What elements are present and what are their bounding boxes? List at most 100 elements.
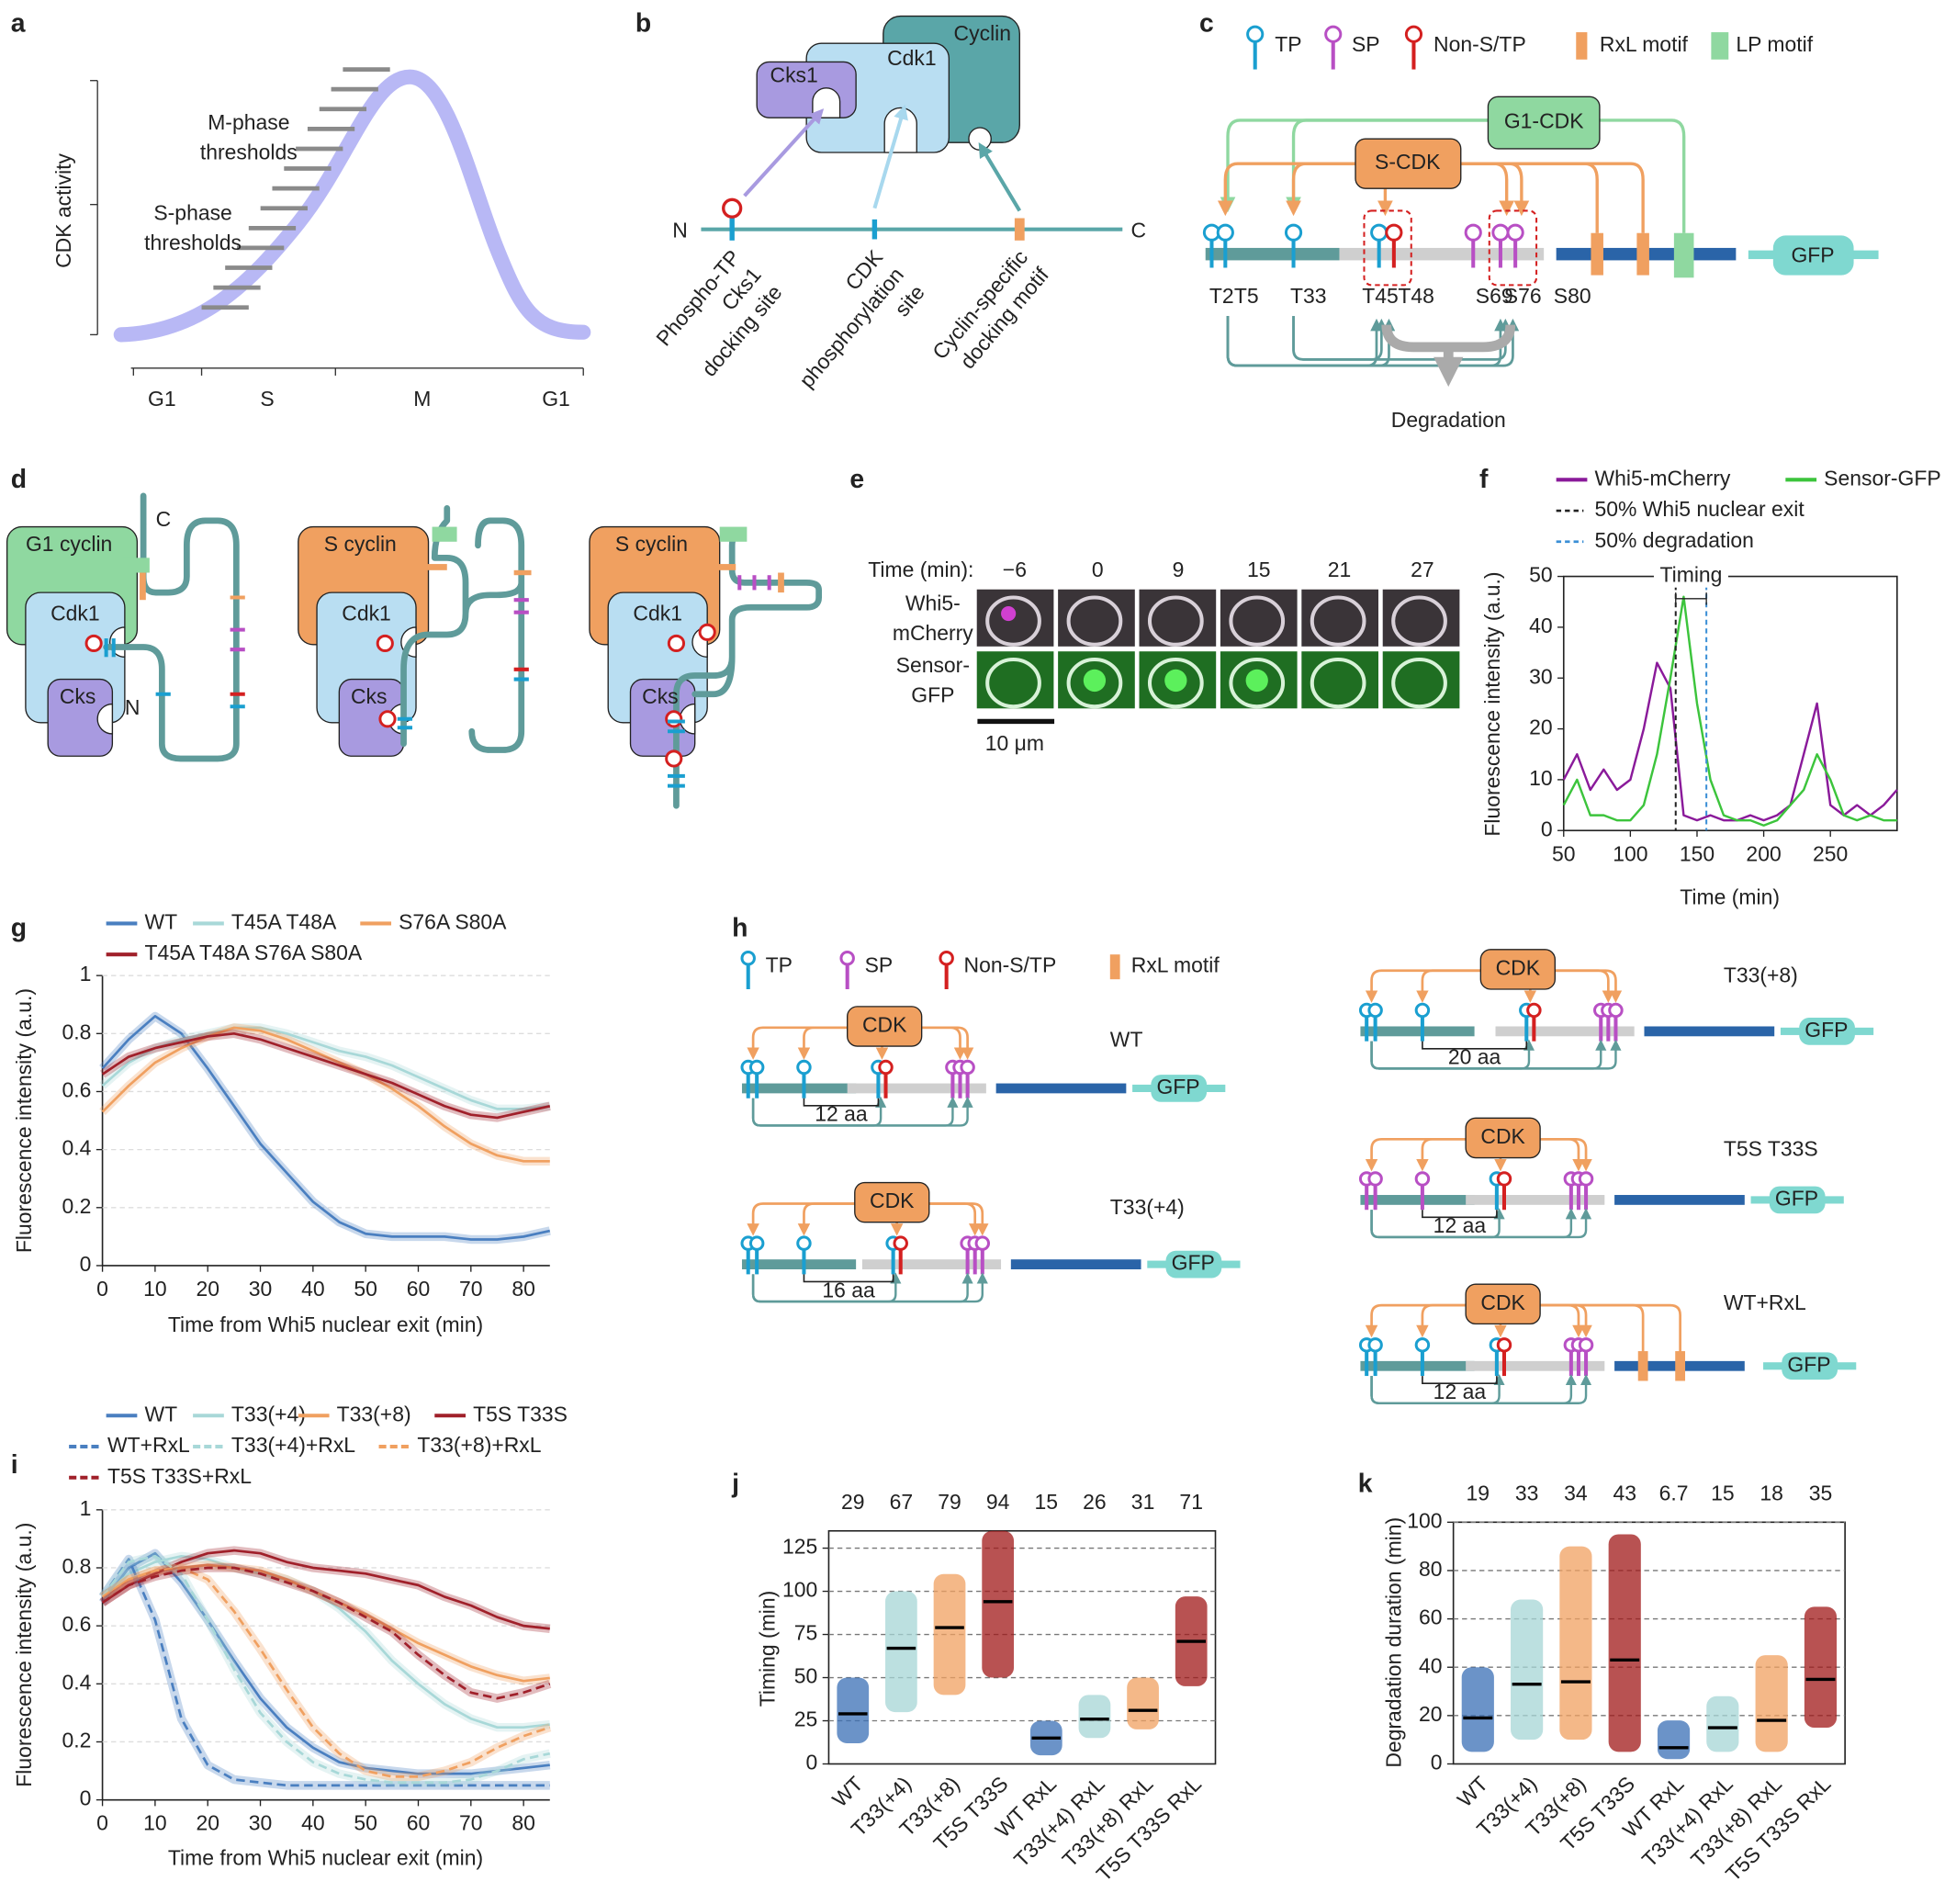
phospho	[667, 634, 686, 653]
cell	[985, 595, 1041, 647]
connector	[1381, 324, 1516, 353]
row-label: Sensor-	[896, 653, 970, 677]
legend-label: SP	[1352, 32, 1380, 56]
cdk-label: Cdk1	[342, 601, 391, 625]
x-tick-label: 150	[1680, 841, 1715, 865]
y-tick-label: 0.6	[62, 1078, 92, 1102]
annotation-bg	[1653, 565, 1728, 588]
reporter: GFP	[1804, 1018, 1848, 1042]
connector	[1226, 316, 1520, 367]
site-pin	[740, 951, 756, 966]
x-tick-label: 70	[459, 1811, 483, 1835]
site-pin	[839, 951, 855, 966]
notch	[96, 703, 114, 735]
connector	[751, 1272, 988, 1303]
site-pin	[1216, 223, 1234, 242]
value-spread	[1608, 1534, 1641, 1752]
shape	[1591, 232, 1603, 276]
terminus: C	[156, 507, 172, 531]
time-value: 15	[1247, 558, 1271, 581]
legend-label: RxL motif	[1600, 32, 1689, 56]
data-label: 43	[1613, 1482, 1636, 1505]
connector	[1286, 162, 1356, 217]
shape	[1711, 32, 1729, 60]
shape	[861, 1259, 1002, 1269]
legend-label: Non-S/TP	[1433, 32, 1526, 56]
value-spread	[1511, 1599, 1544, 1741]
connector	[1292, 316, 1512, 361]
connector	[803, 1098, 880, 1107]
site-label: T33	[1290, 284, 1327, 308]
shape	[1355, 138, 1462, 189]
y-tick-label: 1	[80, 1496, 92, 1520]
data-label: 15	[1711, 1482, 1735, 1505]
site-label: S76	[1504, 284, 1542, 308]
y-axis-title: Timing (min)	[756, 1591, 780, 1707]
shape	[1109, 954, 1120, 980]
panel-label: j	[731, 1469, 739, 1498]
cell	[1147, 657, 1204, 709]
y-tick-label: 100	[1407, 1508, 1442, 1532]
site-pin	[1496, 1337, 1512, 1353]
annotation: Timing	[1659, 563, 1722, 587]
connector	[103, 492, 240, 762]
data-label: 18	[1759, 1482, 1783, 1505]
x-tick-label: 80	[512, 1811, 535, 1835]
shape	[1465, 1283, 1541, 1325]
notch	[968, 127, 992, 151]
cell	[1310, 595, 1366, 647]
panel-label: f	[1479, 465, 1489, 494]
shape	[1576, 32, 1588, 60]
cdk-label: Cdk1	[633, 601, 682, 625]
value-spread	[837, 1677, 870, 1743]
site-pin	[974, 1235, 991, 1251]
x-tick-label: 50	[354, 1811, 377, 1835]
panel-label: i	[11, 1450, 18, 1480]
reporter: GFP	[1156, 1075, 1199, 1098]
x-tick-label: 50	[1552, 841, 1576, 865]
time-value: −6	[1003, 558, 1027, 581]
site-label: T48	[1398, 284, 1434, 308]
site-label: T5	[1234, 284, 1259, 308]
legend-label: Non-S/TP	[964, 953, 1057, 977]
site-pin	[1404, 25, 1423, 43]
x-axis-title: Time (min)	[1680, 885, 1780, 909]
shape	[719, 526, 748, 542]
shape	[995, 1083, 1127, 1094]
shape	[847, 1083, 986, 1094]
site-pin	[1367, 1171, 1383, 1187]
panel-label: c	[1199, 8, 1214, 38]
shape	[1360, 1195, 1475, 1205]
data-label: 67	[890, 1490, 914, 1514]
value-spread	[1657, 1720, 1691, 1760]
shape	[1466, 1360, 1605, 1371]
line-series	[101, 1026, 550, 1163]
y-tick-label: 40	[1419, 1653, 1443, 1677]
connector	[1220, 118, 1489, 213]
x-tick-label: 10	[143, 1277, 167, 1301]
shape	[854, 1181, 930, 1223]
panel-label: b	[635, 8, 651, 38]
x-tick-label: 50	[354, 1277, 377, 1301]
shape	[1466, 1195, 1605, 1205]
legend-label: LP motif	[1736, 32, 1813, 56]
x-tick-label: WT	[827, 1772, 868, 1812]
site-label: T45	[1362, 284, 1399, 308]
connector	[1460, 162, 1515, 217]
kinase: CDK	[1480, 1290, 1525, 1314]
legend-label: T5S T33S+RxL	[107, 1464, 252, 1488]
connector	[1217, 162, 1356, 217]
construct-name: T33(+8)	[1724, 963, 1798, 987]
phase-label: M	[413, 387, 431, 411]
site-pin	[1506, 223, 1524, 242]
connector	[1365, 1303, 1467, 1338]
connector	[1540, 1303, 1681, 1357]
x-tick-label: 60	[407, 1277, 431, 1301]
legend-label: WT	[144, 1402, 177, 1425]
x-axis-title: Time from Whi5 nuclear exit (min)	[168, 1845, 483, 1869]
cell	[985, 657, 1041, 709]
protein: Cyclin	[954, 21, 1011, 45]
y-tick-label: 40	[1529, 614, 1553, 637]
annotation: S-phase	[153, 201, 231, 225]
y-tick-label: 80	[1419, 1557, 1443, 1581]
